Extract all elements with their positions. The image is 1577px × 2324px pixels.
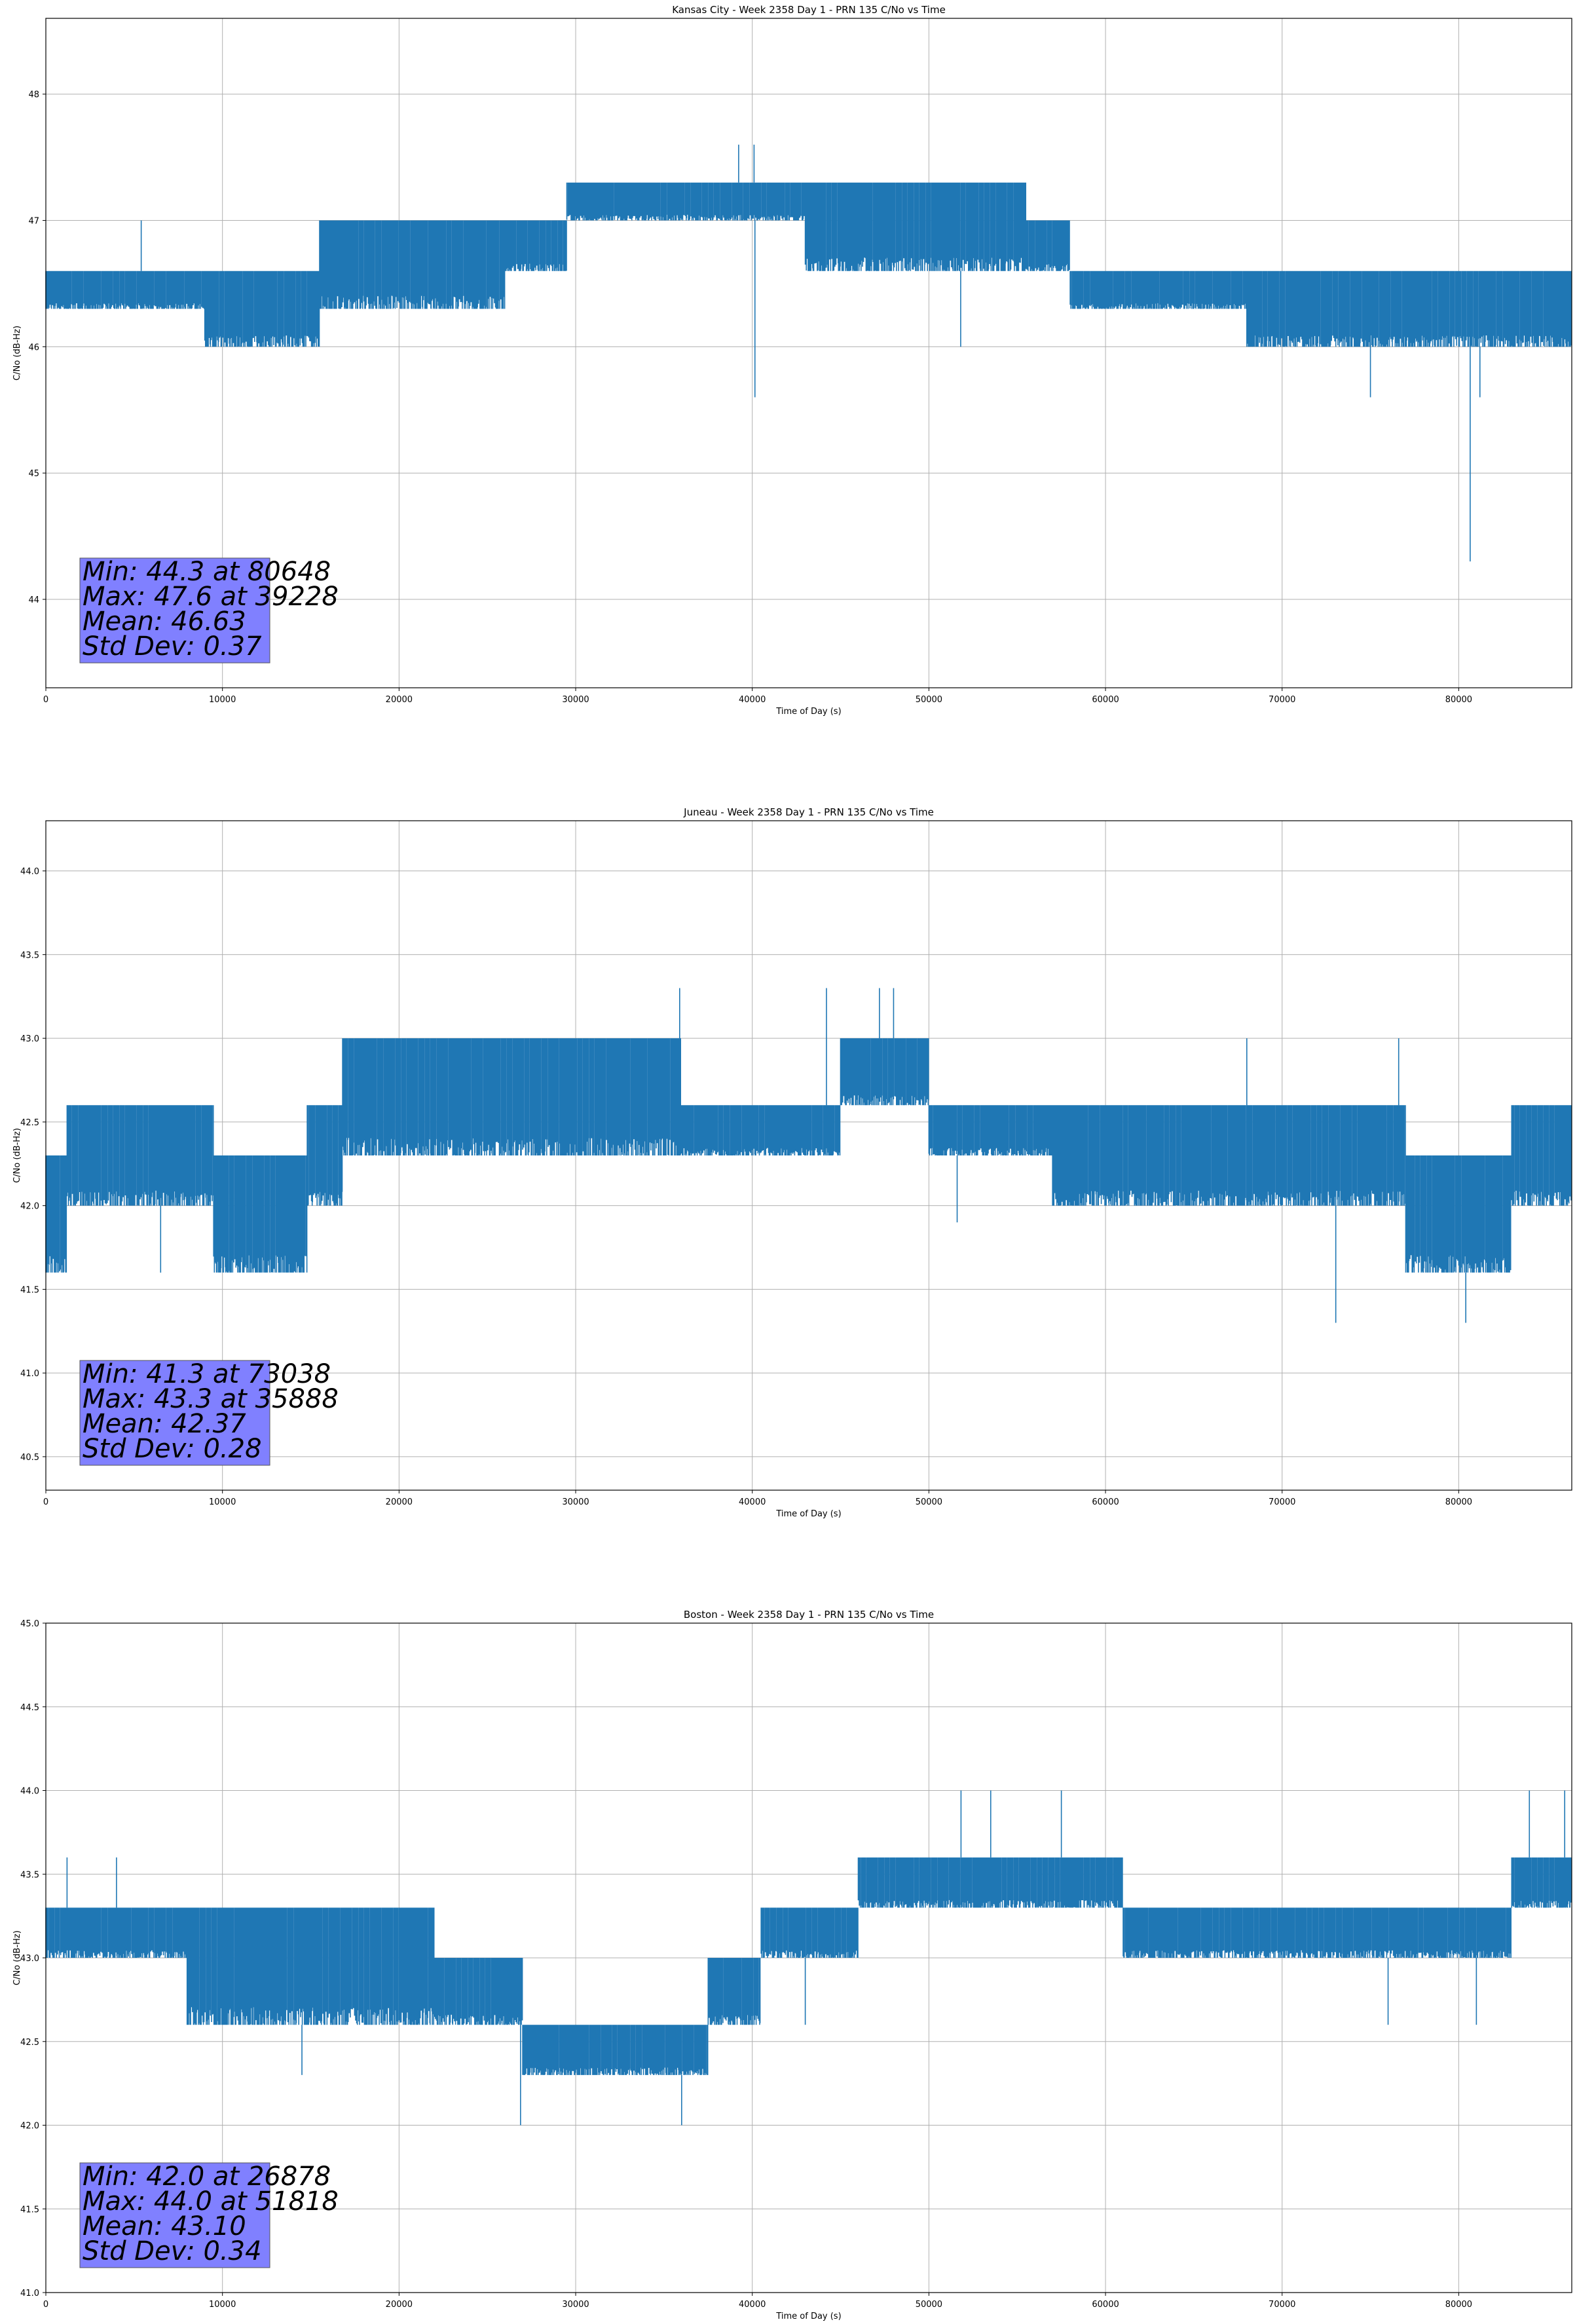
x-tick-label: 30000 bbox=[562, 695, 589, 705]
x-tick-label: 50000 bbox=[916, 2300, 942, 2310]
x-axis-label: Time of Day (s) bbox=[775, 2312, 841, 2321]
chart-title: Juneau - Week 2358 Day 1 - PRN 135 C/No … bbox=[683, 806, 934, 818]
chart-panel-3: 0 10000 20000 30000 40000 50000 60000 70000 8000… bbox=[12, 1609, 1572, 2321]
x-tick-label: 0 bbox=[43, 2300, 48, 2310]
y-tick-label: 41.0 bbox=[20, 1369, 39, 1379]
x-tick-label: 50000 bbox=[916, 695, 942, 705]
x-tick-label: 40000 bbox=[739, 695, 766, 705]
x-tick-label: 60000 bbox=[1092, 1497, 1119, 1507]
stats-line: Std Dev: 0.34 bbox=[83, 2236, 262, 2266]
x-tick-label: 0 bbox=[43, 695, 48, 705]
x-axis-label: Time of Day (s) bbox=[775, 707, 841, 717]
x-tick-label: 40000 bbox=[739, 1497, 766, 1507]
series-line bbox=[45, 182, 1572, 347]
x-tick-label: 70000 bbox=[1269, 1497, 1295, 1507]
series-line bbox=[45, 1857, 1572, 2075]
y-tick-label: 44.0 bbox=[20, 1787, 39, 1797]
chart-panel-2: 0 10000 20000 30000 40000 50000 60000 70000 8000… bbox=[12, 806, 1572, 1519]
x-tick-label: 10000 bbox=[209, 695, 236, 705]
y-axis-label: C/No (dB-Hz) bbox=[12, 1930, 22, 1985]
stats-line: Mean: 46.63 bbox=[83, 607, 246, 637]
stats-line: Mean: 43.10 bbox=[83, 2211, 246, 2241]
y-tick-label: 41.5 bbox=[20, 2205, 39, 2215]
x-tick-label: 60000 bbox=[1092, 2300, 1119, 2310]
y-tick-label: 40.5 bbox=[20, 1453, 39, 1463]
y-axis-label: C/No (dB-Hz) bbox=[12, 326, 22, 381]
y-tick-label: 41.5 bbox=[20, 1285, 39, 1295]
y-tick-label: 43.0 bbox=[20, 1954, 39, 1964]
y-tick-label: 43.0 bbox=[20, 1034, 39, 1044]
stats-line: Max: 47.6 at 39228 bbox=[83, 582, 339, 612]
x-tick-label: 80000 bbox=[1445, 1497, 1472, 1507]
x-tick-label: 50000 bbox=[916, 1497, 942, 1507]
y-tick-label: 44 bbox=[28, 595, 39, 605]
x-tick-label: 10000 bbox=[209, 1497, 236, 1507]
y-tick-label: 46 bbox=[28, 343, 39, 352]
x-tick-label: 70000 bbox=[1269, 2300, 1295, 2310]
y-axis-label: C/No (dB-Hz) bbox=[12, 1128, 22, 1183]
x-tick-label: 30000 bbox=[562, 2300, 589, 2310]
x-tick-label: 80000 bbox=[1445, 2300, 1472, 2310]
y-tick-label: 41.0 bbox=[20, 2289, 39, 2298]
x-tick-label: 10000 bbox=[209, 2300, 236, 2310]
y-tick-label: 42.5 bbox=[20, 2038, 39, 2048]
x-tick-label: 0 bbox=[43, 1497, 48, 1507]
stats-line: Min: 41.3 at 73038 bbox=[83, 1359, 331, 1389]
y-tick-label: 42.5 bbox=[20, 1118, 39, 1128]
y-tick-label: 42.0 bbox=[20, 1202, 39, 1212]
x-tick-label: 70000 bbox=[1269, 695, 1295, 705]
stats-box bbox=[79, 2162, 270, 2268]
stats-line: Min: 44.3 at 80648 bbox=[83, 557, 331, 587]
stats-line: Min: 42.0 at 26878 bbox=[83, 2162, 331, 2192]
series-line bbox=[45, 1038, 1572, 1273]
plot-frame bbox=[45, 18, 1572, 688]
stats-line: Std Dev: 0.28 bbox=[83, 1434, 262, 1464]
stats-box bbox=[79, 557, 270, 664]
y-tick-label: 43.5 bbox=[20, 950, 39, 960]
x-tick-label: 40000 bbox=[739, 2300, 766, 2310]
y-tick-label: 48 bbox=[28, 90, 39, 100]
y-tick-label: 43.5 bbox=[20, 1870, 39, 1880]
stats-line: Mean: 42.37 bbox=[83, 1409, 246, 1439]
x-tick-label: 30000 bbox=[562, 1497, 589, 1507]
stats-line: Max: 43.3 at 35888 bbox=[83, 1384, 339, 1414]
x-tick-label: 80000 bbox=[1445, 695, 1472, 705]
chart-title: Kansas City - Week 2358 Day 1 - PRN 135 … bbox=[672, 4, 946, 16]
x-axis-label: Time of Day (s) bbox=[775, 1509, 841, 1519]
y-tick-label: 42.0 bbox=[20, 2122, 39, 2131]
x-tick-label: 60000 bbox=[1092, 695, 1119, 705]
stats-box bbox=[79, 1360, 270, 1466]
y-tick-label: 45.0 bbox=[20, 1619, 39, 1629]
x-tick-label: 20000 bbox=[386, 2300, 413, 2310]
y-tick-label: 44.0 bbox=[20, 867, 39, 877]
y-tick-label: 45 bbox=[28, 469, 39, 479]
plot-frame bbox=[45, 820, 1572, 1491]
stats-line: Max: 44.0 at 51818 bbox=[83, 2186, 339, 2217]
x-tick-label: 20000 bbox=[386, 695, 413, 705]
chart-panel-1: 0 10000 20000 30000 40000 50000 60000 70000 8000… bbox=[12, 4, 1572, 717]
x-tick-label: 20000 bbox=[386, 1497, 413, 1507]
y-tick-label: 44.5 bbox=[20, 1703, 39, 1713]
y-tick-label: 47 bbox=[28, 217, 39, 227]
stats-line: Std Dev: 0.37 bbox=[83, 631, 262, 662]
chart-title: Boston - Week 2358 Day 1 - PRN 135 C/No … bbox=[684, 1609, 934, 1621]
